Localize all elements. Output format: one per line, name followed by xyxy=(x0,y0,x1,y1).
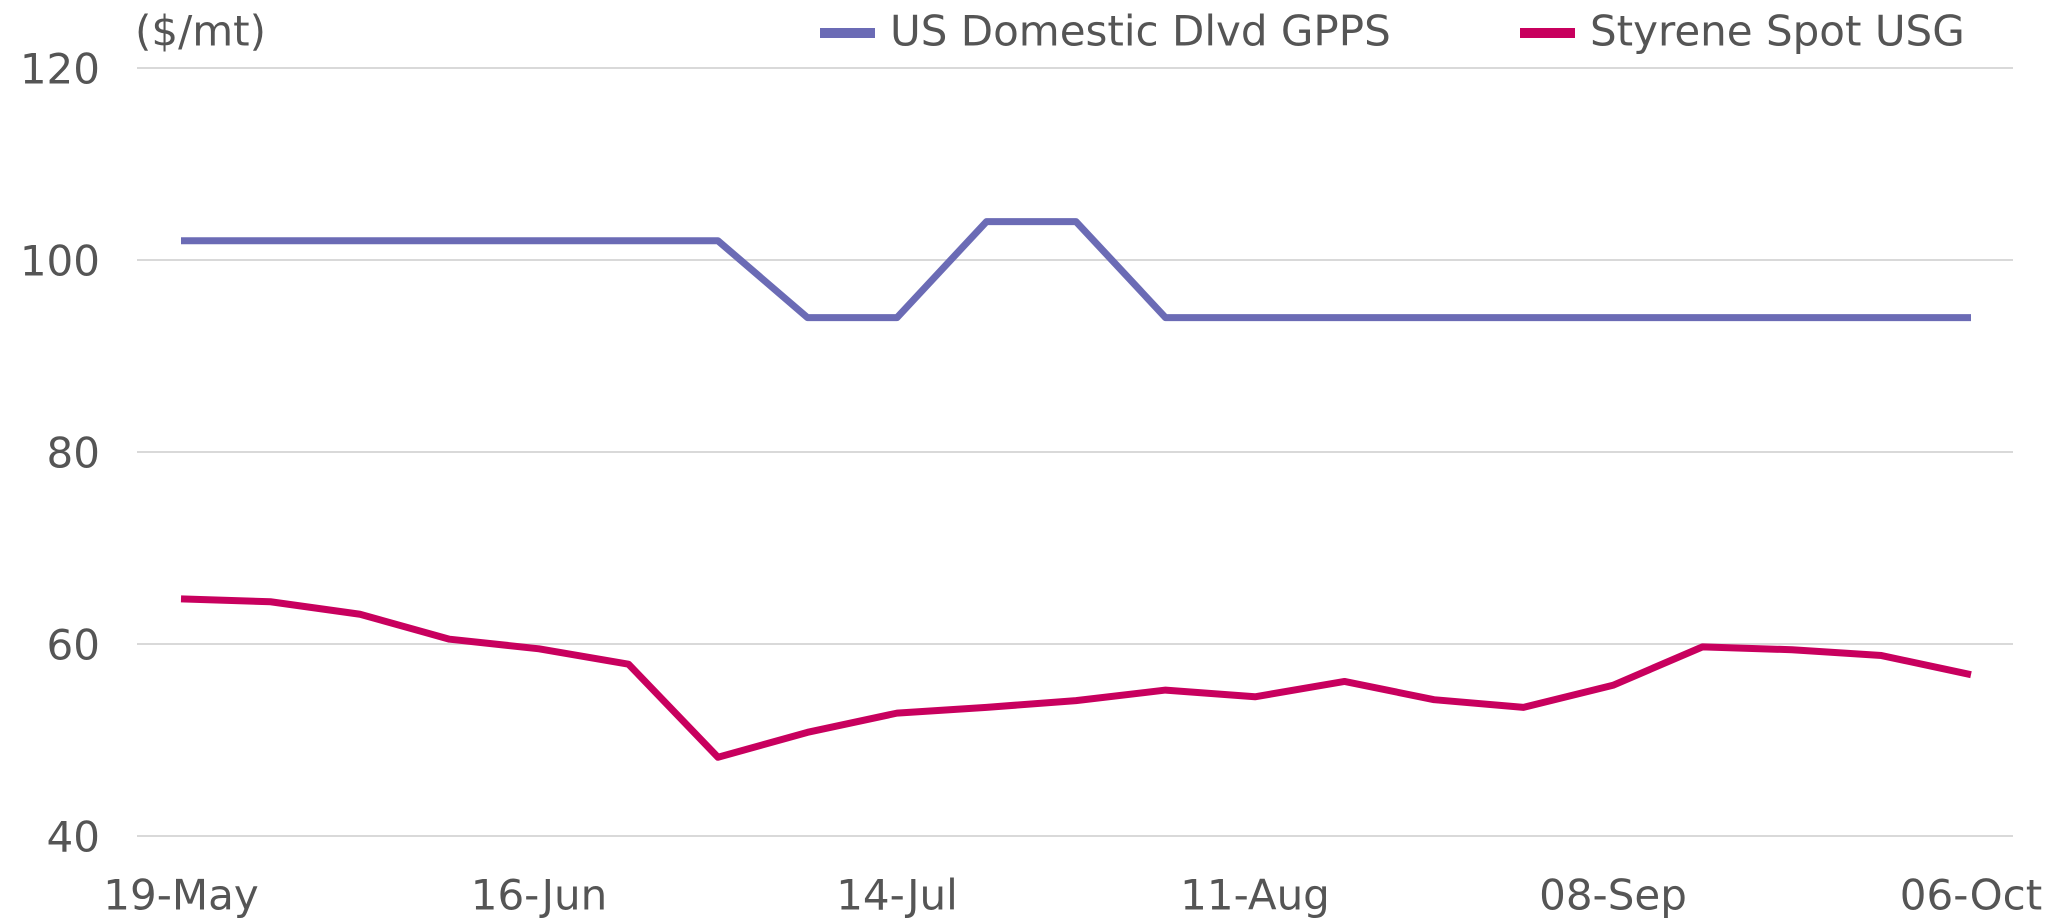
x-tick-label: 08-Sep xyxy=(1539,871,1687,918)
x-tick-label: 11-Aug xyxy=(1180,871,1330,918)
legend-swatch xyxy=(820,28,875,38)
x-tick-label: 16-Jun xyxy=(471,871,608,918)
y-tick-label: 40 xyxy=(47,813,100,862)
legend-label: Styrene Spot USG xyxy=(1590,7,1965,56)
series-line xyxy=(180,595,1972,761)
x-tick-label: 19-May xyxy=(103,871,258,918)
series-line xyxy=(181,218,1971,322)
y-tick-label: 60 xyxy=(47,621,100,670)
x-tick-label: 06-Oct xyxy=(1900,871,2042,918)
y-tick-label: 120 xyxy=(20,45,100,94)
y-axis-label: ($/mt) xyxy=(135,7,266,56)
x-tick-label: 14-Jul xyxy=(836,871,958,918)
y-tick-label: 80 xyxy=(47,429,100,478)
legend-label: US Domestic Dlvd GPPS xyxy=(890,7,1391,56)
legend-swatch xyxy=(1520,28,1575,38)
y-tick-label: 100 xyxy=(20,237,100,286)
